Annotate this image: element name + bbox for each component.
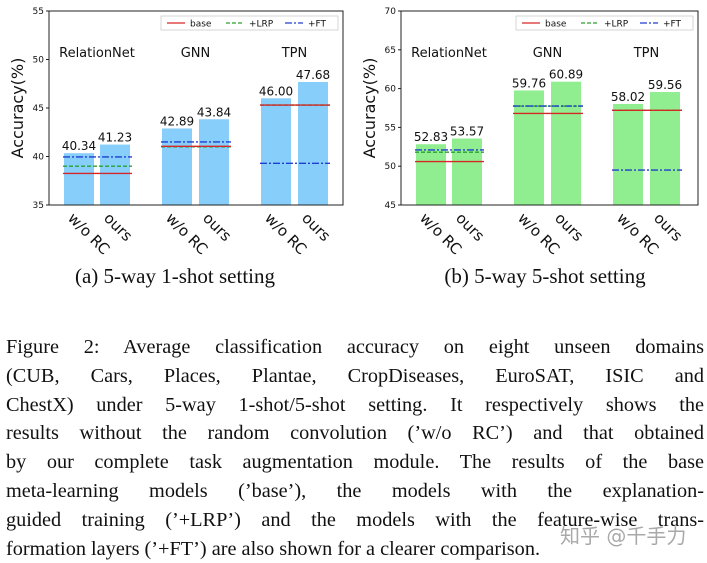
y-tick-label: 70 (385, 7, 397, 17)
plot-frame (48, 10, 344, 206)
bar (100, 144, 130, 205)
caption-line: formation layers (’+FT’) are also shown … (6, 537, 541, 560)
y-tick-label: 55 (33, 7, 44, 17)
bar-value-label: 53.57 (450, 124, 484, 138)
bar-value-label: 40.34 (62, 139, 96, 153)
bar (650, 92, 680, 205)
bar (551, 81, 581, 205)
bar-value-label: 43.84 (197, 105, 231, 119)
bar-value-label: 47.68 (296, 68, 330, 82)
subcaption-a: (a) 5-way 1-shot setting (74, 264, 276, 288)
bar (199, 119, 229, 205)
caption-line: by our complete task augmentation module… (6, 451, 704, 474)
bar-value-label: 42.89 (160, 114, 194, 128)
caption-line: meta-learning models (’base’), the model… (6, 479, 704, 502)
bar (162, 128, 192, 205)
bar-value-label: 41.23 (98, 131, 132, 145)
bar (416, 144, 446, 205)
y-axis-label: Accuracy(%) (8, 58, 27, 159)
y-tick-label: 40 (33, 153, 45, 163)
bar (261, 98, 291, 205)
group-label: GNN (533, 46, 563, 61)
caption-line: (CUB, Cars, Places, Plantae, CropDisease… (6, 364, 704, 387)
bar-value-label: 52.83 (414, 130, 448, 144)
y-tick-label: 60 (385, 85, 397, 95)
group-label: TPN (281, 46, 308, 61)
group-label: RelationNet (411, 46, 487, 61)
legend-label: +LRP (249, 20, 274, 30)
bar-value-label: 60.89 (549, 68, 583, 82)
group-label: TPN (633, 46, 660, 61)
watermark: 知乎 @千手力 (560, 524, 687, 548)
group-label: RelationNet (59, 46, 135, 61)
bar-value-label: 46.00 (259, 84, 293, 98)
bar (298, 82, 328, 205)
legend-label: +FT (663, 20, 682, 30)
plot-frame (400, 10, 699, 206)
y-tick-label: 35 (33, 201, 44, 211)
bar-value-label: 59.56 (648, 78, 682, 92)
y-tick-label: 45 (385, 201, 396, 211)
caption-line: guided training (’+LRP’) and the models … (6, 508, 704, 531)
legend-label: base (545, 20, 567, 30)
bar-value-label: 58.02 (611, 90, 645, 104)
bar (64, 153, 94, 205)
subcaption-b: (b) 5-way 5-shot setting (444, 264, 646, 288)
legend-label: base (190, 20, 212, 30)
y-axis-label: Accuracy(%) (360, 58, 379, 159)
caption-line: Figure 2: Average classification accurac… (6, 336, 704, 358)
caption-line: results without the random convolution (… (6, 422, 704, 445)
y-tick-label: 50 (385, 162, 397, 172)
y-tick-label: 45 (33, 104, 44, 114)
legend-label: +LRP (604, 20, 629, 30)
legend-box (515, 15, 694, 31)
caption-line: ChestX) under 5-way 1-shot/5-shot settin… (6, 393, 704, 416)
bar (613, 103, 643, 205)
bar-value-label: 59.76 (512, 76, 546, 90)
bar (514, 90, 544, 205)
legend-label: +FT (308, 20, 327, 30)
group-label: GNN (181, 46, 211, 61)
figure-caption: Figure 2: Average classification accurac… (6, 333, 704, 563)
y-tick-label: 55 (385, 123, 396, 133)
y-tick-label: 50 (33, 56, 45, 66)
y-tick-label: 65 (385, 46, 396, 56)
legend-box (160, 15, 339, 31)
bar (452, 138, 482, 205)
